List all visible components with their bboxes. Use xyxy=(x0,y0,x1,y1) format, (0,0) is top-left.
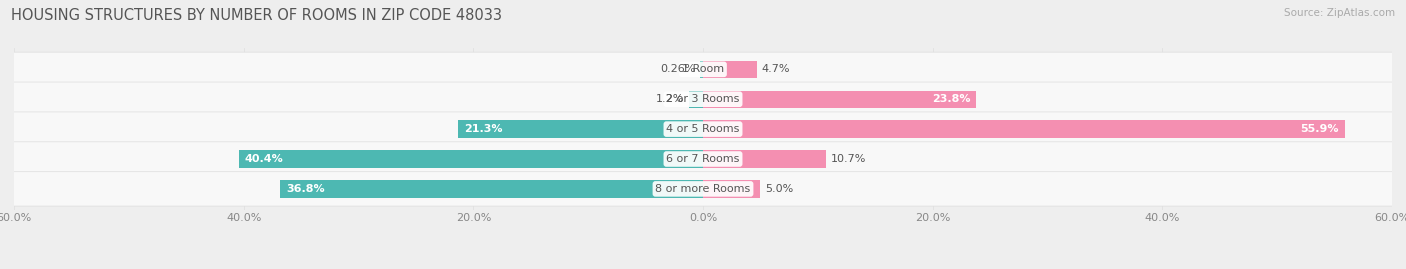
Text: 6 or 7 Rooms: 6 or 7 Rooms xyxy=(666,154,740,164)
Text: 36.8%: 36.8% xyxy=(287,184,325,194)
Text: 2 or 3 Rooms: 2 or 3 Rooms xyxy=(666,94,740,104)
Bar xyxy=(239,150,703,168)
Text: 23.8%: 23.8% xyxy=(932,94,970,104)
Bar xyxy=(703,180,761,197)
Text: 4 or 5 Rooms: 4 or 5 Rooms xyxy=(666,124,740,134)
Text: HOUSING STRUCTURES BY NUMBER OF ROOMS IN ZIP CODE 48033: HOUSING STRUCTURES BY NUMBER OF ROOMS IN… xyxy=(11,8,502,23)
Text: 8 or more Rooms: 8 or more Rooms xyxy=(655,184,751,194)
Bar xyxy=(280,180,703,197)
Text: 5.0%: 5.0% xyxy=(765,184,793,194)
Text: 10.7%: 10.7% xyxy=(831,154,866,164)
Bar xyxy=(703,91,976,108)
FancyBboxPatch shape xyxy=(13,112,1393,146)
Bar xyxy=(689,91,703,108)
Text: 55.9%: 55.9% xyxy=(1301,124,1339,134)
Bar xyxy=(700,61,703,78)
Bar xyxy=(458,121,703,138)
Text: 21.3%: 21.3% xyxy=(464,124,503,134)
FancyBboxPatch shape xyxy=(13,82,1393,116)
FancyBboxPatch shape xyxy=(13,172,1393,206)
Bar xyxy=(703,121,1346,138)
Text: 4.7%: 4.7% xyxy=(762,64,790,74)
Text: 40.4%: 40.4% xyxy=(245,154,284,164)
Text: 0.26%: 0.26% xyxy=(659,64,696,74)
FancyBboxPatch shape xyxy=(13,52,1393,87)
Text: Source: ZipAtlas.com: Source: ZipAtlas.com xyxy=(1284,8,1395,18)
Bar xyxy=(703,61,756,78)
Text: 1.2%: 1.2% xyxy=(657,94,685,104)
Text: 1 Room: 1 Room xyxy=(682,64,724,74)
Bar xyxy=(703,150,825,168)
FancyBboxPatch shape xyxy=(13,142,1393,176)
